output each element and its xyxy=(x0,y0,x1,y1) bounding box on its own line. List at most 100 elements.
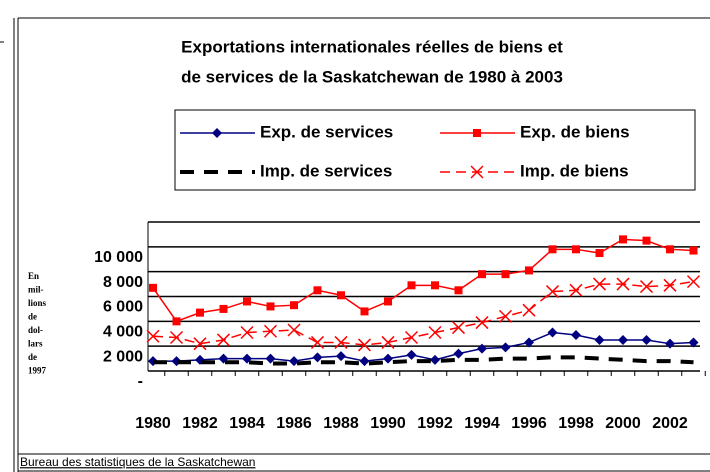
marker xyxy=(572,245,580,254)
marker xyxy=(451,321,466,335)
marker xyxy=(525,266,533,275)
marker xyxy=(641,334,652,345)
series-line xyxy=(152,238,694,323)
x-tick-label: 1994 xyxy=(464,415,500,432)
y-axis-label: mil- xyxy=(28,285,44,295)
marker xyxy=(666,245,674,254)
x-tick-label: 1984 xyxy=(229,415,265,432)
y-axis-label: de xyxy=(28,312,37,322)
x-tick-label: 1996 xyxy=(511,415,547,432)
series-line xyxy=(153,355,694,366)
chart-title: de services de la Saskatchewan de 1980 à… xyxy=(181,67,563,86)
marker xyxy=(243,297,251,306)
marker xyxy=(149,283,157,292)
legend-label: Exp. de biens xyxy=(520,122,630,141)
marker xyxy=(475,316,489,330)
marker xyxy=(313,286,322,295)
marker xyxy=(501,270,510,279)
y-tick-label: 10 000 xyxy=(94,249,143,266)
marker xyxy=(383,353,393,364)
marker xyxy=(569,283,583,297)
y-tick-label: 2 000 xyxy=(103,348,143,365)
x-tick-label: 1986 xyxy=(276,415,312,432)
marker xyxy=(310,335,325,349)
legend-label: Exp. de services xyxy=(260,122,393,141)
marker xyxy=(265,353,276,364)
y-axis-label: En xyxy=(28,271,39,281)
marker xyxy=(428,325,442,340)
marker xyxy=(547,327,558,338)
marker xyxy=(289,356,299,367)
marker xyxy=(642,236,651,245)
marker xyxy=(592,277,607,291)
marker xyxy=(430,354,440,365)
marker xyxy=(688,337,699,348)
marker xyxy=(571,329,581,340)
y-tick-label: 4 000 xyxy=(103,324,143,341)
y-axis-label: 1997 xyxy=(28,366,47,376)
marker xyxy=(639,280,654,294)
y-axis-label: dol- xyxy=(28,325,43,335)
y-axis-label: lions xyxy=(28,298,47,308)
marker xyxy=(407,281,416,290)
marker xyxy=(384,297,392,306)
x-tick-label: 1998 xyxy=(558,415,594,432)
marker xyxy=(381,335,395,349)
marker xyxy=(287,323,301,337)
y-tick-label: 6 000 xyxy=(103,299,143,316)
series-line xyxy=(152,280,694,346)
marker xyxy=(266,302,275,311)
y-axis-label: de xyxy=(28,352,37,362)
marker xyxy=(665,338,675,349)
marker xyxy=(548,245,557,254)
marker xyxy=(312,352,323,363)
legend-box xyxy=(174,109,696,191)
marker xyxy=(498,309,513,323)
marker xyxy=(545,285,560,299)
marker xyxy=(337,291,345,300)
legend-label: Imp. de biens xyxy=(520,161,629,180)
chart-title: Exportations internationales réelles de … xyxy=(181,37,563,56)
marker xyxy=(360,307,369,316)
marker xyxy=(240,325,254,340)
legend-label: Imp. de services xyxy=(260,161,392,180)
marker xyxy=(522,303,536,317)
marker xyxy=(219,304,228,313)
x-tick-label: 1980 xyxy=(135,415,171,432)
y-axis-label: lars xyxy=(28,339,43,349)
marker xyxy=(216,333,231,347)
x-tick-label: 1990 xyxy=(370,415,406,432)
y-tick-label: - xyxy=(138,373,143,390)
marker xyxy=(406,349,417,360)
marker xyxy=(359,356,370,367)
marker xyxy=(212,128,222,138)
marker xyxy=(477,343,487,354)
marker xyxy=(290,301,298,310)
marker xyxy=(431,281,439,290)
x-tick-label: 2002 xyxy=(652,415,688,432)
marker xyxy=(594,334,605,345)
marker xyxy=(334,335,348,349)
marker xyxy=(357,338,372,352)
marker xyxy=(404,330,419,345)
x-tick-label: 1992 xyxy=(417,415,453,432)
marker xyxy=(470,165,484,179)
marker xyxy=(172,317,181,326)
marker xyxy=(193,337,207,351)
source: Bureau des statistiques de la Saskatchew… xyxy=(20,455,255,469)
marker xyxy=(146,329,160,343)
marker xyxy=(196,308,204,317)
marker xyxy=(663,278,677,292)
y-tick-label: 8 000 xyxy=(103,274,143,291)
marker xyxy=(454,286,463,295)
marker xyxy=(686,275,701,289)
marker xyxy=(595,249,604,258)
marker xyxy=(473,129,481,137)
marker xyxy=(453,348,464,359)
marker xyxy=(336,351,346,362)
x-tick-label: 2000 xyxy=(605,415,641,432)
marker xyxy=(478,270,486,279)
marker xyxy=(169,330,184,345)
marker xyxy=(616,277,630,291)
